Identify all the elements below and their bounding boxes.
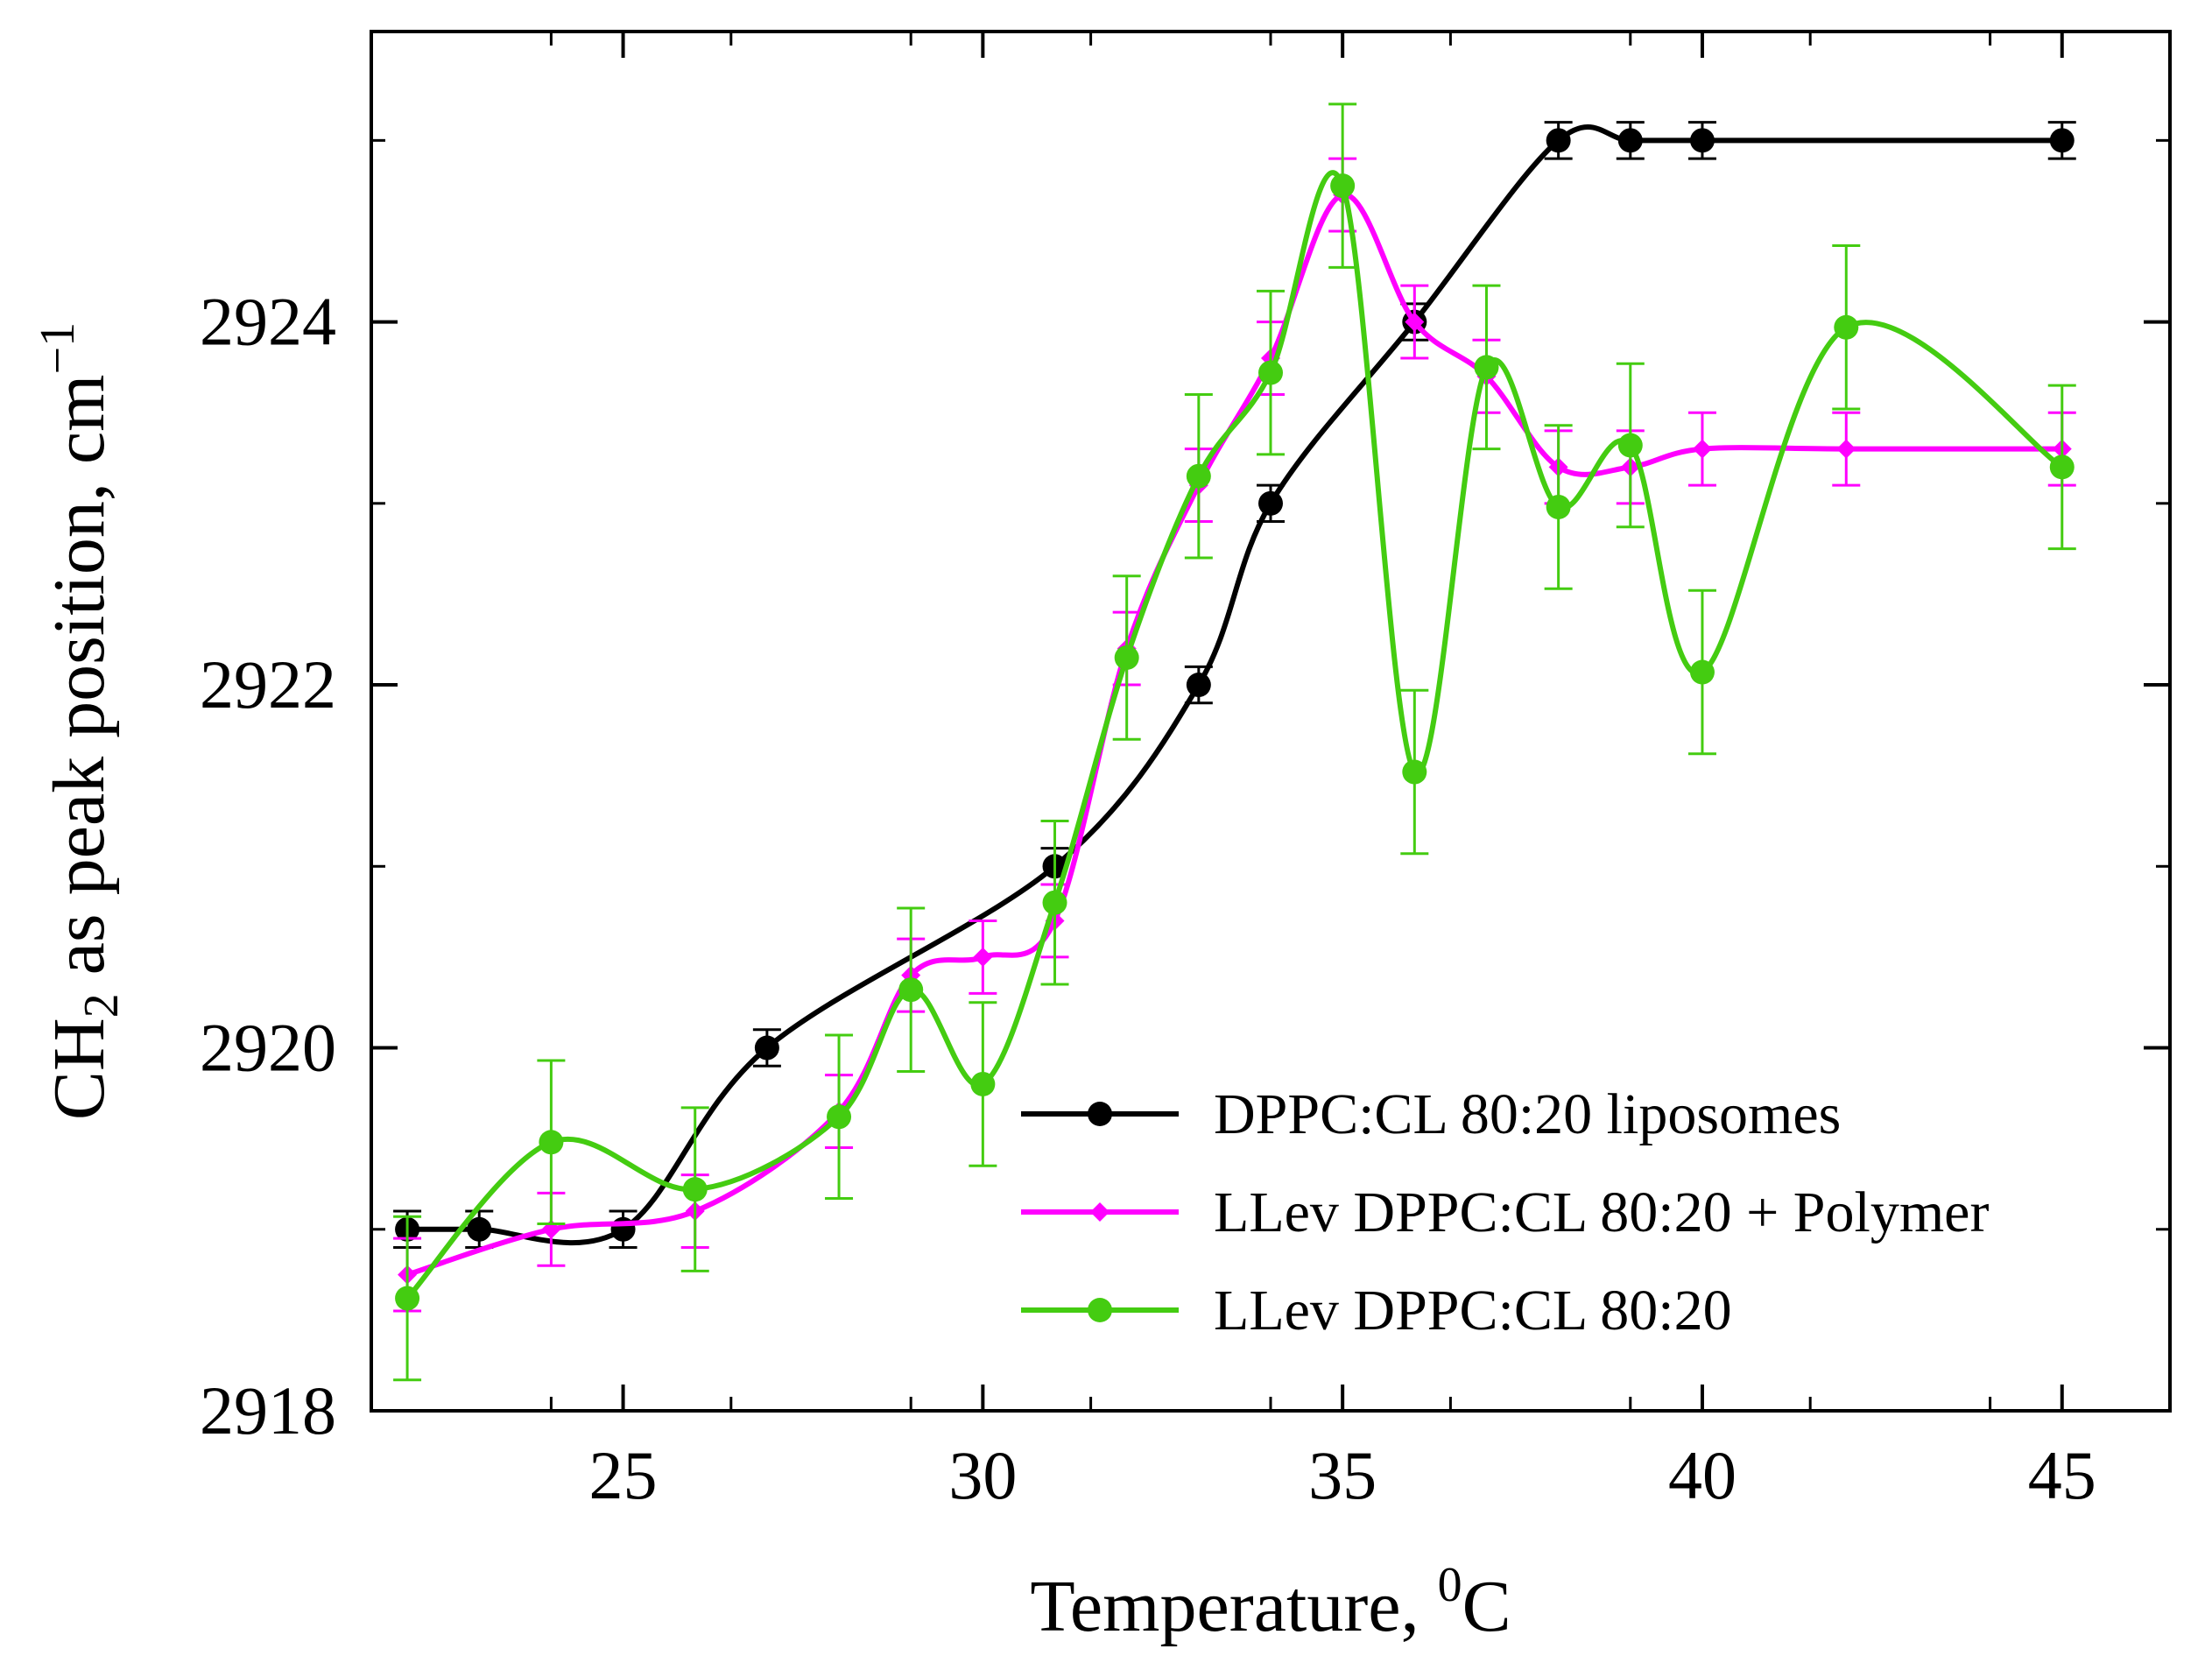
data-point — [2049, 455, 2075, 480]
data-point — [1617, 433, 1643, 458]
x-tick-label: 30 — [948, 1437, 1017, 1513]
legend-item: LLev DPPC:CL 80:20 + Polymer — [1021, 1180, 1989, 1244]
data-point — [1258, 360, 1283, 385]
data-point — [1474, 355, 1499, 380]
data-point — [395, 1286, 420, 1311]
data-point — [1186, 673, 1211, 698]
y-tick-label: 2922 — [200, 646, 336, 722]
x-axis-title: Temperature, 0C — [1030, 1558, 1511, 1647]
data-point — [827, 1104, 852, 1130]
x-tick-label: 40 — [1668, 1437, 1736, 1513]
y-axis-title-mid: as peak position, cm — [39, 375, 120, 994]
legend-item: LLev DPPC:CL 80:20 — [1021, 1279, 1732, 1342]
legend-swatch-marker — [1088, 1298, 1112, 1322]
data-point — [682, 1177, 708, 1202]
data-point — [970, 1071, 996, 1096]
data-point — [1405, 312, 1425, 332]
y-tick-label: 2924 — [200, 284, 336, 360]
y-tick-label: 2920 — [200, 1010, 336, 1086]
x-tick-label: 25 — [589, 1437, 658, 1513]
x-axis-title-main: Temperature, — [1030, 1566, 1437, 1647]
data-point — [1042, 890, 1067, 915]
data-point — [1546, 494, 1571, 519]
legend-swatch-marker — [1090, 1202, 1110, 1222]
data-point — [1186, 463, 1211, 489]
legend: DPPC:CL 80:20 liposomes LLev DPPC:CL 80:2… — [1021, 1082, 1989, 1342]
data-point — [973, 947, 993, 967]
data-point — [1834, 314, 1859, 340]
legend-swatch-marker — [1088, 1102, 1112, 1126]
data-point — [2049, 128, 2075, 153]
data-point — [1258, 490, 1283, 516]
series-1 — [393, 121, 2076, 1249]
data-point — [1689, 128, 1715, 153]
legend-label: DPPC:CL 80:20 liposomes — [1214, 1082, 1841, 1146]
data-point — [1692, 439, 1712, 459]
data-point — [754, 1035, 779, 1061]
x-axis-title-tail: C — [1462, 1566, 1511, 1647]
y-axis-title-sup: −1 — [31, 322, 85, 375]
data-point — [1617, 128, 1643, 153]
data-point — [467, 1216, 492, 1242]
data-point — [539, 1130, 564, 1155]
series-line — [405, 170, 2064, 1300]
y-axis-title: CH2 as peak position, cm−1 — [31, 322, 129, 1120]
y-tick-label: 2918 — [200, 1372, 336, 1448]
y-axis-title-sub: 2 — [74, 993, 129, 1018]
data-point — [1689, 659, 1715, 685]
legend-item: DPPC:CL 80:20 liposomes — [1021, 1082, 1841, 1146]
x-tick-label: 35 — [1308, 1437, 1377, 1513]
legend-label: LLev DPPC:CL 80:20 — [1214, 1279, 1732, 1342]
data-point — [1836, 439, 1856, 459]
y-axis-title-main: CH — [39, 1018, 120, 1120]
data-point — [1330, 173, 1356, 199]
data-point — [1114, 645, 1139, 670]
series-line — [407, 124, 2062, 1246]
data-point — [1402, 759, 1427, 785]
data-point — [1546, 128, 1571, 153]
series-3 — [393, 102, 2076, 1382]
x-tick-label: 45 — [2028, 1437, 2096, 1513]
data-point — [898, 977, 924, 1003]
legend-label: LLev DPPC:CL 80:20 + Polymer — [1214, 1180, 1989, 1244]
x-axis-title-sup: 0 — [1438, 1558, 1462, 1612]
